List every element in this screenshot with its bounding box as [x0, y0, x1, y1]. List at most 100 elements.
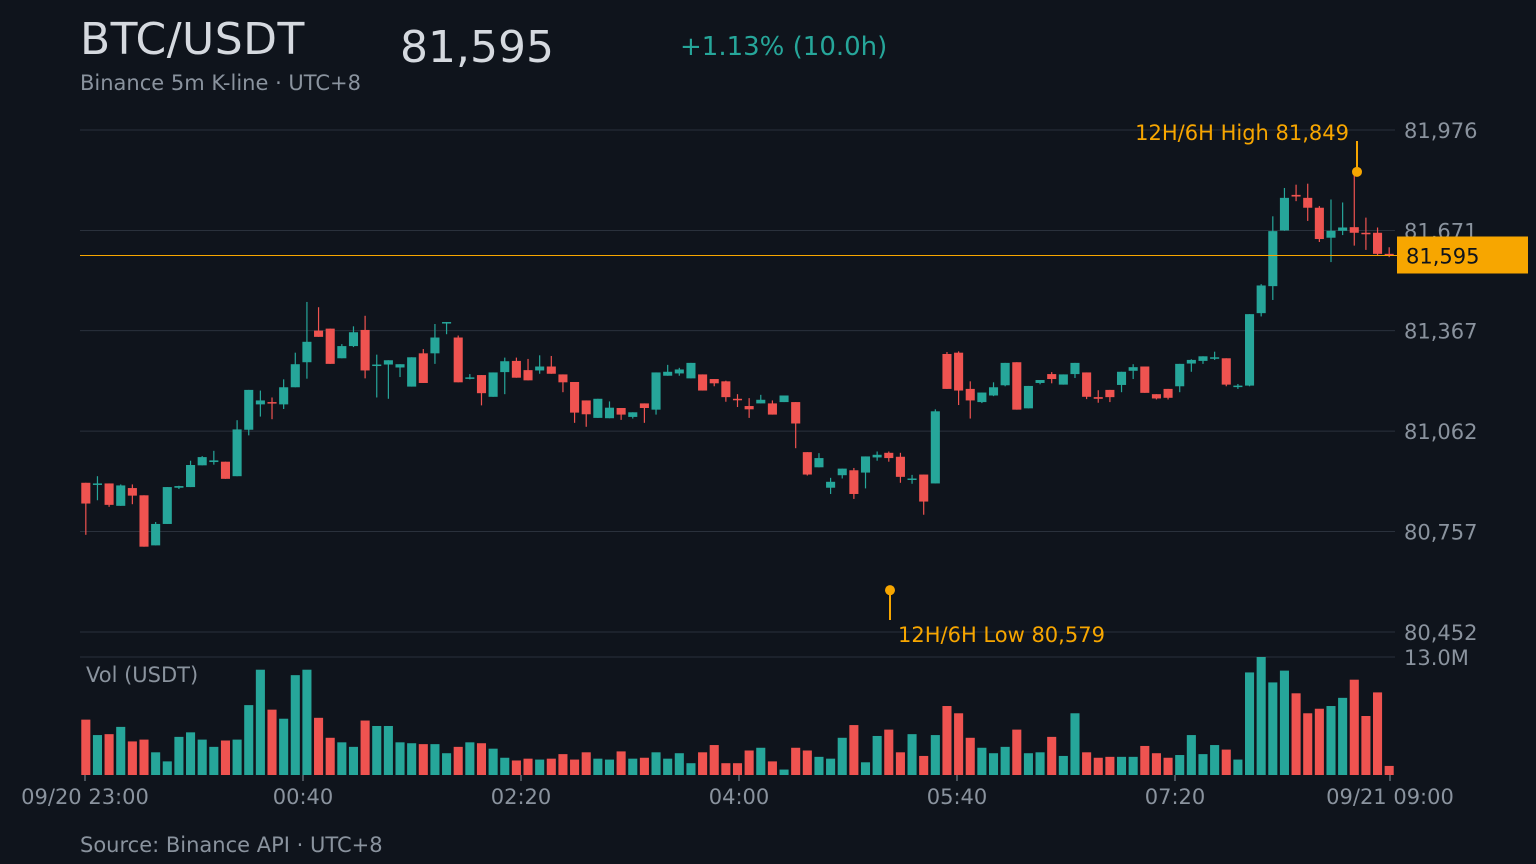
- candle-body: [1221, 358, 1231, 385]
- volume-bar: [907, 734, 917, 775]
- volume-bar: [232, 739, 242, 775]
- volume-bar: [942, 706, 952, 775]
- candle-body: [1186, 359, 1196, 364]
- volume-bar: [1047, 736, 1057, 775]
- volume-bar: [1221, 749, 1231, 775]
- volume-bar: [837, 737, 847, 775]
- candle-body: [872, 454, 882, 458]
- volume-bar: [604, 759, 615, 775]
- candle-body: [1244, 314, 1255, 386]
- x-tick-label: 00:40: [273, 785, 334, 809]
- candle-body: [442, 322, 452, 324]
- volume-bar: [1000, 746, 1010, 775]
- candle-body: [267, 402, 277, 404]
- candle-body: [1012, 362, 1022, 410]
- volume-bar: [337, 742, 347, 775]
- candle-body: [756, 399, 766, 404]
- candle-body: [92, 483, 102, 485]
- candle-body: [849, 470, 859, 494]
- volume-bar: [1186, 735, 1196, 775]
- volume-bar: [1035, 752, 1045, 775]
- candle-body: [767, 403, 777, 415]
- volume-bar: [546, 758, 556, 775]
- volume-bar: [1023, 753, 1033, 775]
- volume-bar: [488, 748, 498, 775]
- volume-bar: [872, 735, 882, 775]
- candle-body: [116, 485, 126, 506]
- candle-body: [604, 407, 615, 419]
- candle-body: [325, 328, 335, 364]
- volume-bar: [860, 762, 871, 775]
- candle-body: [337, 346, 347, 359]
- candle-body: [930, 411, 940, 484]
- volume-bar: [663, 758, 673, 775]
- candle-body: [721, 381, 731, 398]
- candle-body: [244, 389, 254, 430]
- candle-body: [372, 364, 382, 367]
- candle-body: [395, 364, 405, 368]
- candle-body: [1268, 231, 1278, 287]
- volume-bar: [1256, 657, 1266, 775]
- volume-bar: [535, 759, 545, 775]
- volume-bar: [383, 725, 393, 775]
- volume-bar: [348, 746, 359, 775]
- candle-body: [511, 360, 521, 378]
- candle-body: [1163, 388, 1173, 398]
- candle-body: [1047, 374, 1057, 380]
- volume-bar: [1198, 754, 1208, 775]
- pair-title: BTC/USDT: [80, 14, 305, 65]
- volume-bar: [686, 763, 696, 775]
- volume-bar: [127, 741, 137, 775]
- low-marker: [885, 585, 895, 596]
- volume-bar: [465, 742, 475, 775]
- high-marker: [1352, 166, 1362, 177]
- candle-body: [302, 341, 312, 363]
- candle-body: [791, 402, 801, 424]
- volume-bar: [628, 758, 638, 775]
- chart-subtitle: Binance 5m K-line · UTC+8: [80, 71, 362, 95]
- candle-body: [1314, 207, 1324, 240]
- candle-body: [965, 388, 975, 401]
- candle-body: [651, 372, 661, 410]
- high-annotation-label: 12H/6H High 81,849: [1135, 121, 1349, 145]
- volume-bar: [302, 669, 312, 775]
- volume-bar: [442, 753, 452, 775]
- volume-bar: [930, 735, 940, 775]
- candle-body: [1384, 253, 1394, 256]
- candle-body: [1105, 389, 1115, 398]
- y-tick-label: 81,976: [1404, 119, 1477, 143]
- volume-bar: [1151, 753, 1161, 775]
- volume-bar: [954, 713, 964, 775]
- volume-bar: [1070, 713, 1080, 775]
- candles-group: [81, 171, 1394, 547]
- candle-body: [488, 372, 498, 397]
- y-tick-label: 81,367: [1404, 320, 1477, 344]
- candle-body: [942, 353, 952, 389]
- candle-body: [884, 452, 894, 459]
- volume-bar: [1314, 708, 1324, 775]
- candle-body: [802, 452, 812, 475]
- candle-body: [232, 429, 242, 477]
- volume-bar: [1093, 757, 1103, 775]
- volume-bar: [220, 740, 231, 775]
- candle-body: [779, 395, 789, 403]
- candle-body: [546, 366, 556, 374]
- volume-bar: [360, 720, 370, 775]
- price-change: +1.13% (10.0h): [680, 32, 888, 62]
- candle-body: [593, 398, 603, 418]
- candle-body: [954, 352, 964, 391]
- y-tick-label: 81,062: [1404, 420, 1477, 444]
- volume-bar: [779, 769, 789, 775]
- volume-bar: [1244, 672, 1255, 775]
- y-tick-label: 80,452: [1404, 621, 1477, 645]
- volume-bar: [139, 739, 149, 775]
- volume-bar: [709, 745, 719, 775]
- candle-body: [1349, 227, 1359, 233]
- volume-bar: [325, 737, 335, 775]
- volume-bar: [732, 763, 743, 775]
- candle-body: [1361, 232, 1371, 235]
- last-price-tag: [1397, 236, 1528, 274]
- candle-body: [860, 456, 871, 473]
- volume-bar: [1326, 706, 1336, 775]
